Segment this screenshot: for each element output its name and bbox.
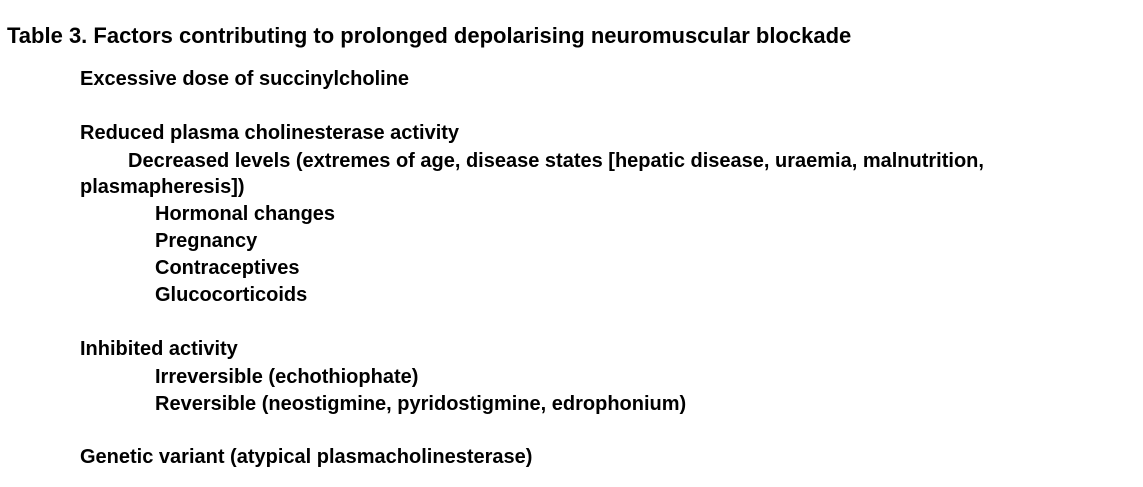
item-pregnancy: Pregnancy xyxy=(155,230,258,252)
item-glucocorticoids: Glucocorticoids xyxy=(155,284,308,306)
table-title: Table 3. Factors contributing to prolong… xyxy=(7,23,852,48)
item-reversible: Reversible (neostigmine, pyridostigmine,… xyxy=(155,393,687,415)
item-irreversible: Irreversible (echothiophate) xyxy=(155,366,419,388)
item-hormonal-changes: Hormonal changes xyxy=(155,203,336,225)
item-decreased-levels-continued: plasmapheresis]) xyxy=(80,176,245,198)
item-decreased-levels: Decreased levels (extremes of age, disea… xyxy=(128,150,984,172)
item-reduced-activity: Reduced plasma cholinesterase activity xyxy=(80,122,460,144)
item-genetic-variant: Genetic variant (atypical plasmacholines… xyxy=(80,446,533,468)
item-excessive-dose: Excessive dose of succinylcholine xyxy=(80,68,410,90)
item-contraceptives: Contraceptives xyxy=(155,257,300,279)
item-inhibited-activity: Inhibited activity xyxy=(80,338,238,360)
